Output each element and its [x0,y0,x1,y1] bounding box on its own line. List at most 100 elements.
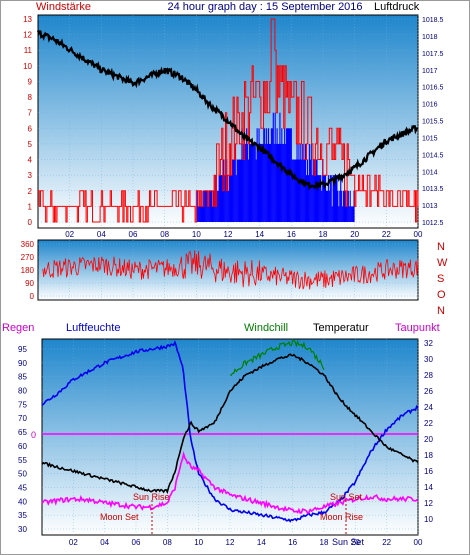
wind-direction-line [42,250,419,290]
panel3-x-tick: 20 [351,538,360,547]
panel3-left-tick: 90 [18,359,27,368]
panel3-left-tick: 65 [18,428,27,437]
wind-direction-series [42,250,419,290]
panel1-left-tick: 8 [28,93,33,102]
panel1-x-tick: 16 [287,230,296,239]
panel1-left-tick: 2 [28,187,33,196]
panel1-right-tick: 1015.5 [422,119,444,126]
wind-series [38,18,419,223]
panel3-plot-area [41,338,419,536]
panel3-right-tick: 28 [424,371,433,380]
rain-axis-zero: 0 [31,430,36,440]
panel1-left-tick: 10 [23,62,32,71]
pressure-line [36,30,419,192]
panel3-x-tick: 02 [69,538,78,547]
panel3-x-tick: 12 [226,538,235,547]
panel1-x-tick: 04 [97,230,106,239]
panel3-right-tick: 12 [424,499,433,508]
panel2-left-tick: 270 [21,253,35,262]
panel1-right-tick: 1017 [422,68,438,75]
panel1-right-tick: 1017.5 [422,51,444,58]
windstaerke-label: Windstärke [36,1,91,13]
page-title: 24 hour graph day : 15 September 2016 [167,1,362,13]
panel3-right-tick: 18 [424,451,433,460]
compass-w: W [437,257,448,269]
panel3-left-tick: 40 [18,497,27,506]
moon-set-label: Moon Set [100,512,139,522]
panel1-right-tick: 1014.5 [422,152,444,159]
panel2-left-tick: 90 [25,279,34,288]
panel1-x-tick: 08 [160,230,169,239]
panel3-right-tick: 16 [424,467,433,476]
panel1-left-tick: 4 [28,156,33,165]
legend-temperatur: Temperatur [313,322,369,334]
panel3-right-tick: 30 [424,355,433,364]
panel2-left-tick: 360 [21,240,35,249]
legend-windchill: Windchill [244,322,288,334]
panel1-x-tick: 22 [382,230,391,239]
panel3-right-tick: 10 [424,515,433,524]
panel1-left-tick: 9 [28,77,33,86]
panel3-x-tick: 06 [132,538,141,547]
panel3-x-tick: 08 [163,538,172,547]
luftdruck-label: Luftdruck [374,1,420,13]
panel1-left-tick: 6 [28,124,33,133]
panel1-right-tick: 1018 [422,34,438,41]
panel1-x-tick: 00 [414,230,423,239]
panel3-left-tick: 60 [18,442,27,451]
panel1-right-tick: 1013 [422,203,438,210]
panel3-left-tick: 80 [18,387,27,396]
panel1-right-tick: 1018.5 [422,17,444,24]
panel1-right-tick: 1014 [422,169,438,176]
panel1-right-tick: 1013.5 [422,186,444,193]
panel3-left-tick: 35 [18,511,27,520]
dewpoint-line [41,450,419,515]
panel1-left-tick: 11 [24,46,33,55]
panel3-right-tick: 20 [424,435,433,444]
panel1-left-tick: 12 [23,31,32,40]
panel1-left-tick: 3 [28,171,33,180]
panel3-right-tick: 14 [424,483,433,492]
panel3-left-tick: 45 [18,483,27,492]
panel1-right-tick: 1012.5 [422,220,444,227]
legend-luftfeuchte: Luftfeuchte [66,322,120,334]
panel2-left-tick: 0 [30,292,35,301]
panel3-left-tick: 30 [18,525,27,534]
compass-o: O [437,289,446,301]
panel1-x-tick: 18 [319,230,328,239]
panel3-left-tick: 75 [18,400,27,409]
panel3-right-tick: 32 [424,339,433,348]
panel1-axes: 0123456789101112131012.510131013.5101410… [23,15,443,239]
sun-rise-label: Sun Rise [133,492,170,502]
legend-regen: Regen [2,322,34,334]
panel3-x-tick: 10 [194,538,203,547]
panel3-right-tick: 26 [424,387,433,396]
moon-rise-label: Moon Rise [320,512,363,522]
panel3-series [41,339,419,523]
panel3-x-tick: 18 [320,538,329,547]
panel3-x-tick: 22 [382,538,391,547]
wind-line [38,18,419,223]
panel1-x-tick: 06 [129,230,138,239]
pressure-series [36,30,419,192]
panel1-right-tick: 1016 [422,102,438,109]
panel3-x-tick: 14 [257,538,266,547]
compass-n-bottom: N [437,305,445,317]
panel1-x-tick: 12 [224,230,233,239]
panel2-axes: 0 90 180 270 360 [21,240,35,301]
panel3-left-tick: 55 [18,456,27,465]
panel2-grid [38,240,419,300]
panel1-x-tick: 20 [350,230,359,239]
panel3-axes: 30 35 40 45 50 55 60 65 70 75 80 85 90 95 10 12 14 16 18 20… [18,339,433,547]
panel3-right-tick: 24 [424,403,433,412]
temperature-line [41,353,419,495]
panel1-left-tick: 5 [28,140,33,149]
panel3-x-tick: 04 [100,538,109,547]
panel3-left-tick: 70 [18,414,27,423]
windchill-line [230,339,325,376]
panel1-right-tick: 1016.5 [422,85,444,92]
legend-taupunkt: Taupunkt [395,322,440,334]
sun-set-label: Sun Set [330,492,363,502]
